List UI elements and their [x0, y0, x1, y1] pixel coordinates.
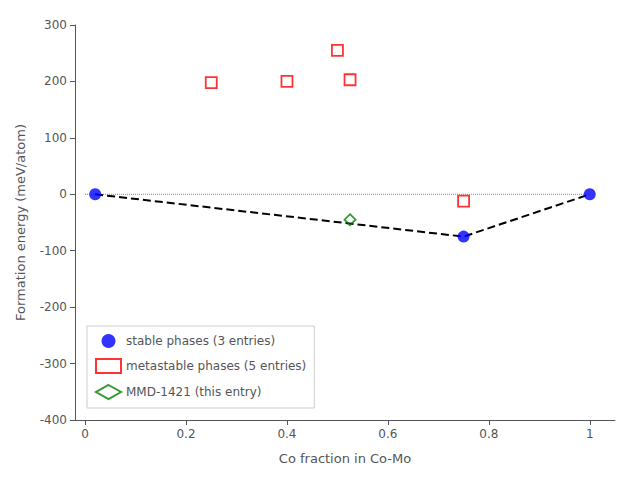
svg-text:300: 300: [44, 18, 67, 32]
svg-text:0: 0: [81, 427, 89, 441]
svg-text:200: 200: [44, 74, 67, 88]
svg-text:1: 1: [586, 427, 594, 441]
svg-text:0.6: 0.6: [378, 427, 397, 441]
svg-text:Co fraction in Co-Mo: Co fraction in Co-Mo: [279, 451, 411, 466]
svg-text:-400: -400: [40, 413, 67, 427]
svg-text:metastable phases (5 entries): metastable phases (5 entries): [126, 359, 306, 373]
svg-text:-100: -100: [40, 244, 67, 258]
svg-text:-200: -200: [40, 300, 67, 314]
svg-text:0.4: 0.4: [277, 427, 296, 441]
svg-text:Formation energy (meV/atom): Formation energy (meV/atom): [13, 124, 28, 321]
svg-text:100: 100: [44, 131, 67, 145]
svg-text:0.8: 0.8: [479, 427, 498, 441]
svg-text:0.2: 0.2: [176, 427, 195, 441]
svg-text:MMD-1421 (this entry): MMD-1421 (this entry): [126, 385, 261, 399]
svg-text:stable phases (3 entries): stable phases (3 entries): [126, 334, 275, 348]
svg-text:0: 0: [59, 187, 67, 201]
svg-text:-300: -300: [40, 357, 67, 371]
